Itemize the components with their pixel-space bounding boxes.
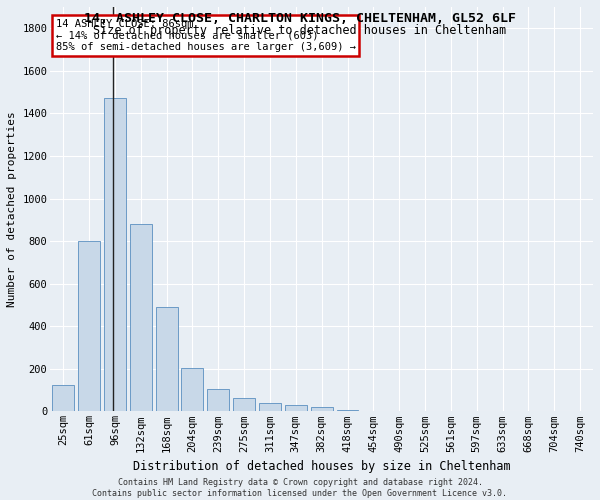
Text: 14 ASHLEY CLOSE: 86sqm
← 14% of detached houses are smaller (603)
85% of semi-de: 14 ASHLEY CLOSE: 86sqm ← 14% of detached… [56, 19, 356, 52]
Bar [259, 403, 281, 411]
Bar [285, 404, 307, 411]
Bar [78, 241, 100, 412]
Bar [207, 389, 229, 411]
Text: Size of property relative to detached houses in Cheltenham: Size of property relative to detached ho… [94, 24, 506, 37]
Text: 14, ASHLEY CLOSE, CHARLTON KINGS, CHELTENHAM, GL52 6LF: 14, ASHLEY CLOSE, CHARLTON KINGS, CHELTE… [84, 12, 516, 26]
X-axis label: Distribution of detached houses by size in Cheltenham: Distribution of detached houses by size … [133, 460, 511, 473]
Bar [233, 398, 255, 411]
Text: Contains HM Land Registry data © Crown copyright and database right 2024.
Contai: Contains HM Land Registry data © Crown c… [92, 478, 508, 498]
Bar [181, 368, 203, 412]
Bar [337, 410, 358, 412]
Bar [155, 307, 178, 412]
Bar [130, 224, 152, 412]
Bar [311, 407, 332, 412]
Bar [104, 98, 126, 411]
Bar [52, 385, 74, 411]
Y-axis label: Number of detached properties: Number of detached properties [7, 112, 17, 307]
